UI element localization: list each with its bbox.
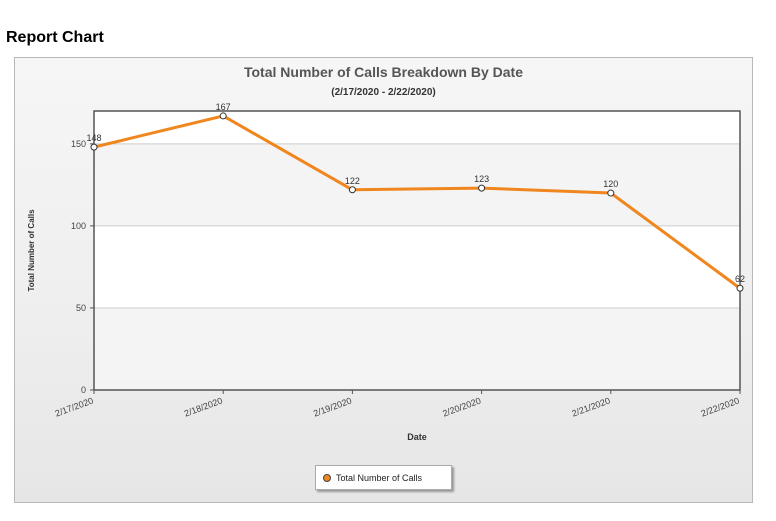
line-chart: 0 50 100 150 2/17/2020 2/18/2020 2/19/2020 2/2…: [27, 102, 745, 442]
data-point: [736, 284, 744, 292]
plot-band: [94, 143, 740, 226]
plot-band: [94, 307, 740, 390]
plot-area: [93, 110, 741, 391]
x-tick-label: 2/17/2020: [54, 395, 95, 418]
data-label: 123: [474, 174, 489, 184]
y-tick-label: 100: [71, 221, 86, 231]
data-label: 148: [86, 133, 101, 143]
data-label: 167: [216, 102, 231, 112]
chart-title: Total Number of Calls Breakdown By Date: [243, 64, 523, 80]
data-point: [219, 112, 227, 120]
y-tick-label: 0: [81, 385, 86, 395]
legend-marker-icon: [323, 473, 331, 482]
y-axis-label: Total Number of Calls: [27, 209, 36, 292]
data-point: [478, 184, 486, 192]
series-line: [93, 114, 741, 290]
x-tick-label: 2/20/2020: [441, 395, 482, 418]
data-point: [90, 143, 98, 151]
data-point: [607, 189, 615, 197]
chart-subtitle: (2/17/2020 - 2/22/2020): [331, 87, 436, 98]
data-label: 120: [603, 179, 618, 189]
y-tick-label: 150: [71, 139, 86, 149]
chart-frame: Total Number of Calls Breakdown By Date …: [14, 57, 753, 503]
y-tick-label: 50: [76, 303, 86, 313]
x-axis-label: Date: [407, 432, 427, 442]
legend: Total Number of Calls: [315, 465, 452, 490]
x-tick-label: 2/18/2020: [183, 395, 224, 418]
x-tick-label: 2/21/2020: [570, 395, 611, 418]
report-heading: Report Chart: [6, 29, 104, 46]
plot-band: [94, 225, 740, 308]
legend-label: Total Number of Calls: [336, 472, 423, 483]
data-point: [348, 186, 356, 194]
plot-band: [94, 111, 740, 144]
x-tick-label: 2/19/2020: [312, 395, 353, 418]
x-tick-label: 2/22/2020: [700, 395, 741, 418]
data-label: 122: [345, 176, 360, 186]
data-label: 62: [735, 274, 745, 284]
